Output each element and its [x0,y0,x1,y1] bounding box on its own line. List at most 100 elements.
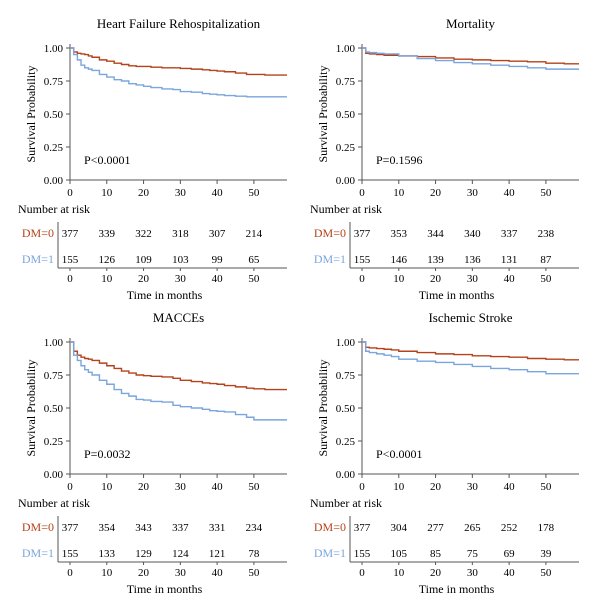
y-tick-label: 0.25 [336,436,356,448]
risk-x-tick-label: 30 [467,567,479,579]
x-tick-label: 20 [430,187,442,199]
risk-x-tick-label: 0 [67,273,73,285]
survival-curve [362,47,579,70]
y-tick-label: 1.00 [44,43,64,55]
risk-count: 265 [464,522,481,534]
risk-x-tick-label: 10 [393,567,405,579]
chart-title: Mortality [446,16,496,31]
risk-x-tick-label: 20 [138,567,150,579]
risk-x-tick-label: 50 [248,273,260,285]
y-tick-label: 0.25 [336,142,356,154]
risk-table-title: Number at risk [310,496,382,510]
risk-table-title: Number at risk [310,202,382,216]
risk-count: 155 [354,254,371,266]
risk-count: 337 [501,228,518,240]
y-axis-label: Survival Probability [316,360,330,457]
risk-count: 304 [391,522,408,534]
chart-panel: MACCEs Survival Probability 0.00 0.25 0.50 0.… [18,310,287,596]
survival-curve [70,341,287,391]
risk-count: 277 [427,522,444,534]
y-tick-label: 0.25 [44,142,64,154]
risk-x-tick-label: 0 [359,273,365,285]
y-tick-label: 0.50 [336,109,356,121]
risk-count: 178 [538,522,555,534]
risk-count: 377 [354,522,371,534]
risk-count: 377 [354,228,371,240]
y-tick-label: 0.75 [44,76,64,88]
chart-title: MACCEs [153,310,204,325]
risk-count: 307 [209,228,226,240]
y-tick-label: 0.25 [44,436,64,448]
y-tick-label: 0.00 [336,469,356,481]
risk-count: 331 [209,522,226,534]
y-tick-label: 1.00 [44,337,64,349]
x-axis-label: Time in months [419,582,495,596]
risk-count: 318 [172,228,189,240]
risk-count: 39 [540,548,552,560]
risk-x-tick-label: 30 [175,567,187,579]
chart-panel: Heart Failure Rehospitalization Survival … [18,16,287,302]
p-value-annotation: P=0.1596 [376,153,422,167]
p-value-annotation: P<0.0001 [84,153,130,167]
risk-x-tick-label: 20 [430,567,442,579]
risk-count: 377 [62,522,79,534]
chart-panel: Mortality Survival Probability 0.00 0.25 0.5… [310,16,579,302]
x-tick-label: 50 [540,187,552,199]
risk-x-tick-label: 50 [540,567,552,579]
risk-count: 155 [354,548,371,560]
x-tick-label: 10 [393,481,405,493]
risk-x-tick-label: 0 [359,567,365,579]
y-tick-label: 0.50 [336,403,356,415]
risk-count: 99 [212,254,224,266]
risk-count: 146 [391,254,408,266]
survival-curve [362,341,579,361]
risk-x-tick-label: 40 [212,567,224,579]
risk-count: 252 [501,522,518,534]
risk-count: 129 [135,548,152,560]
risk-table-title: Number at risk [18,496,90,510]
risk-row-label: DM=1 [22,546,54,560]
risk-table-title: Number at risk [18,202,90,216]
risk-x-tick-label: 50 [540,273,552,285]
y-tick-label: 1.00 [336,43,356,55]
risk-count: 85 [430,548,442,560]
risk-count: 121 [209,548,226,560]
p-value-annotation: P=0.0032 [84,447,130,461]
y-tick-label: 0.50 [44,403,64,415]
risk-x-tick-label: 10 [393,273,405,285]
risk-x-tick-label: 20 [430,273,442,285]
risk-count: 124 [172,548,189,560]
x-tick-label: 40 [212,187,224,199]
risk-x-tick-label: 30 [467,273,479,285]
survival-curve [362,47,579,65]
risk-count: 340 [464,228,481,240]
x-tick-label: 20 [138,187,150,199]
risk-count: 109 [135,254,152,266]
survival-curve [70,341,287,421]
risk-x-tick-label: 10 [101,567,113,579]
risk-count: 105 [391,548,408,560]
survival-curve [362,341,579,375]
risk-count: 214 [246,228,263,240]
risk-count: 377 [62,228,79,240]
y-tick-label: 0.75 [336,76,356,88]
risk-x-tick-label: 0 [67,567,73,579]
x-tick-label: 0 [359,187,365,199]
survival-curve [70,47,287,98]
chart-title: Ischemic Stroke [428,310,512,325]
risk-x-tick-label: 40 [504,567,516,579]
x-tick-label: 50 [248,481,260,493]
x-tick-label: 20 [430,481,442,493]
risk-count: 155 [62,254,79,266]
risk-count: 343 [135,522,152,534]
risk-count: 337 [172,522,189,534]
risk-count: 131 [501,254,518,266]
risk-count: 136 [464,254,481,266]
risk-count: 78 [248,548,260,560]
x-tick-label: 0 [359,481,365,493]
risk-row-label: DM=0 [22,226,54,240]
x-axis-label: Time in months [127,582,203,596]
risk-count: 322 [135,228,152,240]
risk-count: 103 [172,254,189,266]
